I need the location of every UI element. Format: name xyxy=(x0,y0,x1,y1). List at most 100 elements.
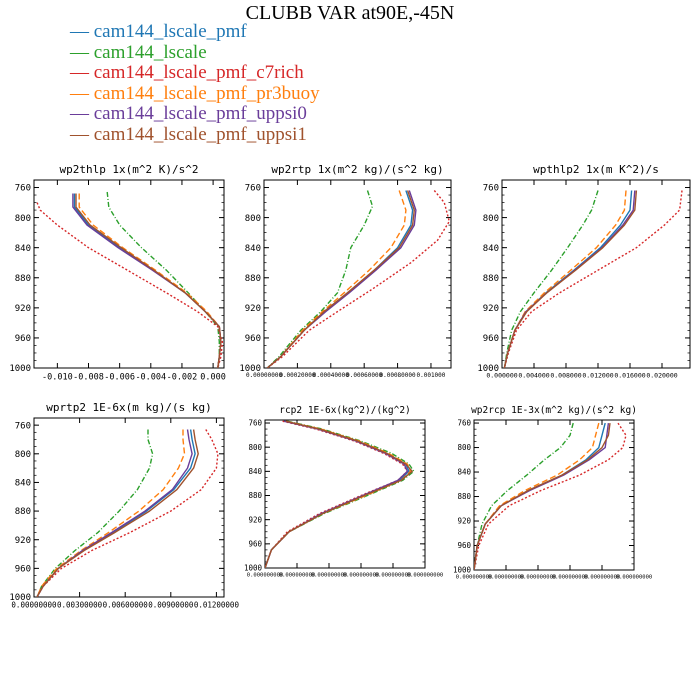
y-tick-label: 800 xyxy=(245,214,261,224)
y-tick-label: 880 xyxy=(457,492,471,501)
x-tick-label: 0.004000 xyxy=(518,372,549,380)
legend-line: — xyxy=(70,41,94,63)
y-tick-label: 760 xyxy=(15,184,31,194)
series-line xyxy=(474,423,611,570)
y-tick-label: 840 xyxy=(483,244,499,254)
y-tick-label: 880 xyxy=(15,507,31,517)
x-tick-label: 0.000000 xyxy=(486,372,517,380)
panel-frame xyxy=(33,179,225,369)
series-line xyxy=(265,420,413,568)
series-line xyxy=(265,420,412,568)
series-group xyxy=(474,422,627,570)
x-tick-label: 0.000000000 xyxy=(343,573,379,579)
x-tick-label: 0.001000 xyxy=(417,372,446,379)
x-tick-label: -0.004 xyxy=(135,373,166,383)
series-line xyxy=(36,429,199,597)
series-line xyxy=(36,429,193,597)
panel: wprtp2 1E-6x(m kg)/(s kg) 760 800 840 880 920… xyxy=(9,401,239,610)
x-tick-label: 0.000000000 xyxy=(456,575,492,581)
legend-line: — xyxy=(70,103,94,124)
panel: wp2thlp 1x(m^2 K)/s^2 760 800 840 880 920 960 1… xyxy=(9,163,226,383)
x-tick-label: 0.00020000 xyxy=(279,372,316,379)
legend-item: — cam144_lscale_pmf xyxy=(70,21,320,43)
panel-frame xyxy=(33,417,225,598)
y-tick-label: 800 xyxy=(457,443,471,452)
legend-label: cam144_lscale_pmf xyxy=(93,21,247,42)
series-line xyxy=(474,422,606,570)
x-tick-label: 0.00300000 xyxy=(57,601,103,610)
y-tick-label: 960 xyxy=(483,334,499,344)
x-tick-label: 0.000000000 xyxy=(407,573,443,579)
series-line xyxy=(503,190,627,368)
y-tick-label: 840 xyxy=(15,244,31,254)
panel-title: wp2rcp 1E-3x(m^2 kg)/(s^2 kg) xyxy=(471,405,637,416)
legend-label: cam144_lscale_pmf_uppsi1 xyxy=(93,123,307,145)
series-line xyxy=(265,420,410,568)
series-line xyxy=(474,422,574,570)
series-line xyxy=(474,422,600,570)
series-line xyxy=(265,420,409,568)
x-tick-label: 0.00080000 xyxy=(380,372,417,379)
y-tick-label: 920 xyxy=(15,536,31,546)
series-line xyxy=(265,420,409,568)
y-tick-label: 760 xyxy=(457,419,471,428)
y-tick-label: 880 xyxy=(245,274,261,284)
y-tick-label: 920 xyxy=(15,304,31,314)
series-line xyxy=(78,193,222,368)
x-tick-label: -0.006 xyxy=(104,373,135,383)
y-tick-label: 840 xyxy=(245,244,261,254)
legend-item: — cam144_lscale_pmf_uppsi1 xyxy=(70,123,320,146)
y-tick-label: 960 xyxy=(15,334,31,344)
series-group xyxy=(36,191,224,368)
y-tick-label: 760 xyxy=(483,184,499,194)
legend: — cam144_lscale_pmf — cam144_lscale — ca… xyxy=(70,21,320,146)
y-tick-label: 1000 xyxy=(9,364,31,374)
series-line xyxy=(265,420,415,568)
y-tick-label: 880 xyxy=(15,274,31,284)
y-tick-label: 760 xyxy=(245,184,261,194)
series-line xyxy=(266,190,374,368)
series-line xyxy=(503,190,599,368)
y-tick-label: 760 xyxy=(248,419,262,428)
series-line xyxy=(36,429,219,597)
x-tick-label: 0.000000000 xyxy=(375,573,411,579)
panel-frame xyxy=(264,419,426,569)
series-group xyxy=(266,190,450,368)
figure-title: CLUBB VAR at90E,-45N xyxy=(245,2,455,24)
y-tick-label: 840 xyxy=(15,479,31,489)
series-group xyxy=(265,420,415,568)
y-tick-label: 920 xyxy=(248,515,262,524)
y-tick-label: 800 xyxy=(15,450,31,460)
x-tick-label: 0.00060000 xyxy=(346,372,383,379)
y-tick-label: 880 xyxy=(483,274,499,284)
panel-title: wp2thlp 1x(m^2 K)/s^2 xyxy=(59,163,198,176)
series-line xyxy=(503,190,638,368)
panel-frame xyxy=(501,179,691,369)
series-line xyxy=(106,191,221,368)
y-tick-label: 960 xyxy=(457,541,471,550)
panel-frame xyxy=(473,419,635,571)
y-tick-label: 960 xyxy=(245,334,261,344)
x-tick-label: 0.00000000 xyxy=(11,601,57,610)
y-tick-label: 1000 xyxy=(453,566,472,575)
legend-label: cam144_lscale_pmf_pr3buoy xyxy=(93,82,320,104)
y-tick-label: 760 xyxy=(15,421,31,431)
y-tick-label: 920 xyxy=(245,304,261,314)
legend-label: cam144_lscale_pmf_uppsi0 xyxy=(93,103,307,124)
x-tick-label: 0.01200000 xyxy=(194,601,240,610)
x-tick-label: 0.000000000 xyxy=(584,575,620,581)
panel-title: rcp2 1E-6x(kg^2)/(kg^2) xyxy=(279,405,411,416)
x-tick-label: 0.020000 xyxy=(646,372,677,380)
x-tick-label: 0.00900000 xyxy=(148,601,194,610)
series-line xyxy=(36,429,154,597)
legend-item: — cam144_lscale_pmf_pr3buoy xyxy=(70,82,320,105)
panel: rcp2 1E-6x(kg^2)/(kg^2) 760 800 840 880 920 96… xyxy=(244,405,443,579)
x-tick-label: 0.000000000 xyxy=(279,573,315,579)
series-line xyxy=(36,202,224,368)
x-tick-label: 0.016000 xyxy=(614,372,645,380)
y-tick-label: 920 xyxy=(483,304,499,314)
series-line xyxy=(266,190,417,368)
y-tick-label: 840 xyxy=(248,467,262,476)
x-tick-label: 0.000000000 xyxy=(311,573,347,579)
